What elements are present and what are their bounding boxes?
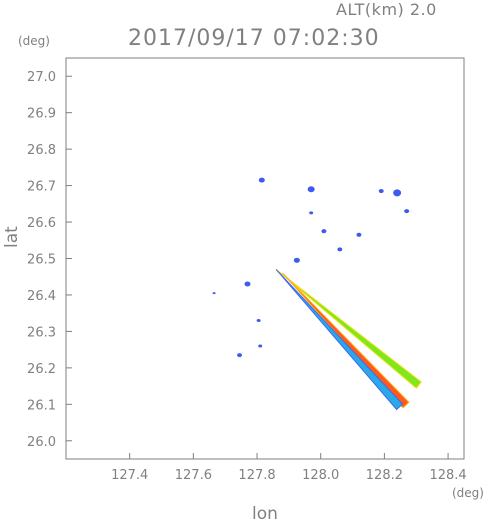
x-tick-label: 127.6: [175, 468, 212, 483]
echo-blob: [258, 177, 265, 183]
y-tick-label: 26.0: [27, 435, 56, 450]
echo-blob: [293, 257, 300, 263]
echo-blob: [244, 281, 251, 287]
x-tick-label: 127.8: [238, 468, 275, 483]
echo-streak: [275, 269, 404, 411]
timestamp-title: 2017/09/17 07:02:30: [128, 26, 380, 51]
echo-streak: [275, 269, 423, 389]
echo-blob: [337, 247, 343, 252]
echo-blob: [256, 318, 261, 322]
altitude-label: ALT(km) 2.0: [336, 0, 437, 19]
y-tick-label: 26.6: [27, 216, 56, 231]
y-tick-label: 27.0: [27, 70, 56, 85]
y-tick-label: 26.1: [27, 398, 56, 413]
echo-blob: [356, 232, 362, 237]
y-tick-label: 26.4: [27, 289, 56, 304]
x-tick-label: 127.4: [111, 468, 148, 483]
y-tick-label: 26.9: [27, 107, 56, 122]
y-tick-label: 26.2: [27, 362, 56, 377]
x-axis-title: lon: [252, 504, 278, 524]
echo-blob: [307, 186, 315, 193]
echo-blob: [378, 189, 384, 194]
y-tick-label: 26.3: [27, 325, 56, 340]
echo-blob: [258, 344, 263, 348]
echo-blob: [404, 209, 410, 214]
x-axis-unit: (deg): [452, 486, 484, 500]
x-tick-label: 128.2: [366, 468, 403, 483]
echo-blob: [321, 229, 327, 234]
y-tick-label: 26.8: [27, 143, 56, 158]
echo-blob: [212, 292, 216, 295]
echo-streak: [282, 272, 410, 409]
y-tick-label: 26.7: [27, 180, 56, 195]
echo-blob: [309, 211, 314, 215]
x-tick-label: 128.4: [429, 468, 466, 483]
x-tick-label: 128.0: [302, 468, 339, 483]
echo-blob: [393, 189, 402, 197]
y-axis-unit: (deg): [18, 34, 50, 48]
y-tick-label: 26.5: [27, 253, 56, 268]
echo-blob: [237, 353, 243, 358]
